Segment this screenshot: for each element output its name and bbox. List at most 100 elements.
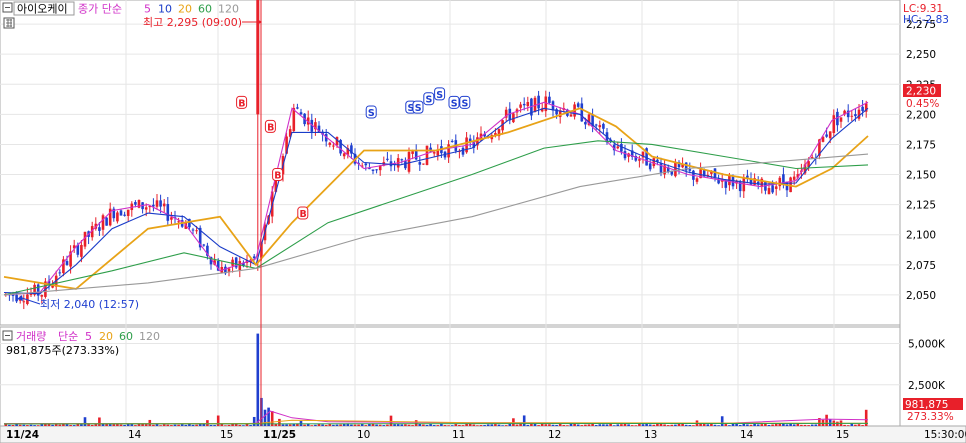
volume-bar [782,423,785,426]
candle-down [724,180,728,188]
volume-bar [501,425,504,426]
candle-down [522,103,526,106]
candle-up [407,152,411,172]
sell-signal-text: S [426,95,433,106]
candle-up [195,230,198,232]
volume-bar [195,424,198,426]
candle-up [40,295,44,297]
candle-up [292,107,296,132]
volume-bar [389,415,393,426]
candle-down [717,179,720,184]
candle-down [634,156,638,161]
candle-up [335,136,339,146]
candle-up [425,145,429,166]
volume-bar [310,425,314,426]
volume-bar [144,424,148,426]
candle-down [299,112,303,115]
volume-bar [692,425,695,426]
volume-bar [656,423,659,426]
volume-bar [209,424,213,426]
volume-bar [404,424,407,426]
candle-down [296,107,299,109]
candle-down [339,139,342,154]
candle-down [47,280,51,286]
candle-up [332,145,335,147]
volume-bar [231,424,234,426]
candle-down [400,159,404,161]
candle-down [782,174,785,185]
volume-bar [393,424,396,426]
time-right-label: 15:30:00 [924,429,966,441]
candle-down [594,124,598,126]
volume-bar [378,424,382,426]
candle-down [630,150,634,157]
price-tick-label: 2,175 [906,139,936,151]
volume-bar [609,423,612,426]
sell-signal-text: S [462,98,469,109]
ma-60: 60 [198,3,212,16]
candle-up [432,152,436,154]
time-tick-label: 11 [452,429,465,441]
sell-signal [412,100,424,114]
volume-bar [458,424,461,426]
candle-down [166,204,170,221]
candle-down [612,144,616,151]
volume-bar [119,424,123,426]
volume-tick-label: 2,500K [908,380,946,392]
candle-down [198,227,202,248]
volume-bar [26,425,29,426]
volume-bar [638,423,641,426]
candle-down [324,133,328,142]
candle-down [216,260,220,271]
volume-bar [238,424,242,426]
volume-bar [738,424,742,426]
volume-bar [634,425,638,426]
candle-up [803,164,807,174]
ma-10: 10 [158,3,172,16]
volume-bar [252,416,256,426]
ma-line-120 [3,153,869,296]
candle-up [436,149,440,156]
volume-bar [533,423,537,426]
sell-signal-text: S [408,103,415,114]
candle-up [616,146,620,149]
volume-bar [105,423,108,426]
volume-bar [666,425,670,426]
buy-signal-text: B [300,209,307,220]
volume-badge-pct: 273.33% [907,411,954,423]
price-tick-label: 2,125 [906,200,936,212]
price-tick-label: 2,100 [906,230,936,242]
volume-bar [314,424,317,426]
sell-signal-text: S [451,98,458,109]
time-tick-label: 12 [548,429,561,441]
volume-bar [551,424,555,426]
candle-up [792,176,796,180]
volume-bar [303,424,306,426]
candle-down [648,163,652,170]
candle-up [170,217,173,220]
volume-bar [591,423,594,426]
candle-down [119,210,123,216]
volume-bar [584,424,587,426]
candle-up [663,165,666,175]
candle-up [306,117,310,125]
stock-name-box[interactable] [13,1,75,16]
volume-bar [861,425,864,426]
volume-bar [234,423,238,426]
candle-up [821,136,825,142]
candle-down [591,114,594,127]
candle-up [447,144,450,158]
volume-bar [220,423,224,426]
time-tick-label: 15 [220,429,233,441]
volume-bar [116,423,119,426]
volume-bar [810,424,814,426]
candle-down [252,256,256,259]
volume-bar [681,423,684,426]
volume-bar [760,424,764,426]
candle-down [152,204,155,207]
volume-bar [648,424,652,426]
price-tick-label: 2,075 [906,260,936,272]
volume-bar [33,425,36,426]
